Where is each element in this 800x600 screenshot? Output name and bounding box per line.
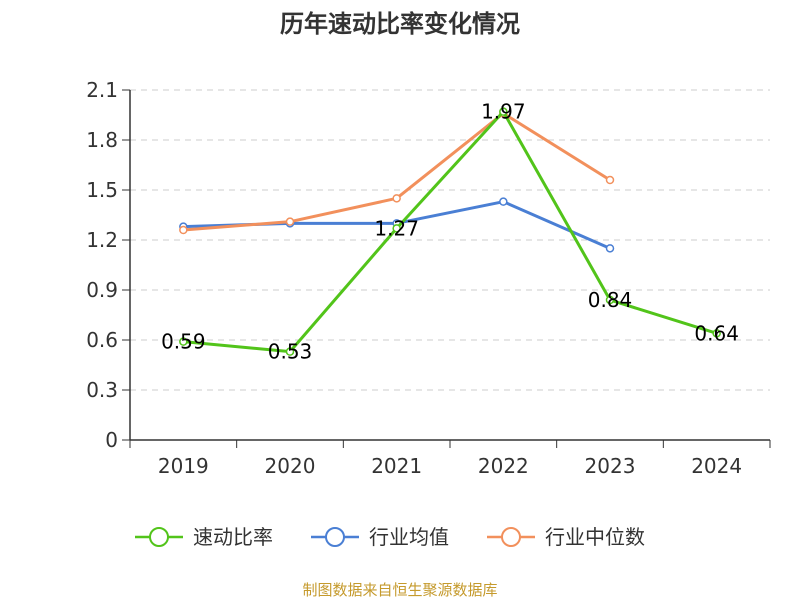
data-label: 0.53 xyxy=(268,340,313,364)
legend-item[interactable]: 行业均值 xyxy=(311,525,449,549)
data-label: 0.64 xyxy=(694,321,739,345)
data-point[interactable] xyxy=(499,197,508,206)
series-2 xyxy=(179,109,615,235)
data-label: 1.27 xyxy=(374,216,419,240)
series-layer xyxy=(179,107,721,356)
x-tick-label: 2019 xyxy=(158,454,209,478)
data-label: 1.97 xyxy=(481,100,526,124)
y-tick-label: 1.8 xyxy=(86,128,118,152)
data-point[interactable] xyxy=(499,107,508,116)
legend-marker xyxy=(501,527,521,547)
data-label: 0.59 xyxy=(161,330,206,354)
y-tick-label: 0.6 xyxy=(86,328,118,352)
data-point[interactable] xyxy=(712,329,721,338)
y-tick-label: 2.1 xyxy=(86,78,118,102)
y-tick-label: 0.3 xyxy=(86,378,118,402)
legend-marker xyxy=(325,527,345,547)
data-point[interactable] xyxy=(285,217,295,226)
source-note: 制图数据来自恒生聚源数据库 xyxy=(302,581,497,599)
data-point[interactable] xyxy=(605,244,615,253)
data-point[interactable] xyxy=(285,347,295,356)
legend[interactable]: 速动比率 行业均值 行业中位数 xyxy=(135,525,645,549)
y-tick-label: 0.9 xyxy=(86,278,118,302)
data-point[interactable] xyxy=(179,337,188,346)
x-tick-label: 2022 xyxy=(478,454,529,478)
data-point[interactable] xyxy=(605,295,615,305)
data-point[interactable] xyxy=(179,225,188,235)
x-tick-label: 2024 xyxy=(691,454,742,478)
legend-label: 行业中位数 xyxy=(545,525,645,549)
legend-item[interactable]: 行业中位数 xyxy=(487,525,645,549)
y-tick-label: 1.2 xyxy=(86,228,118,252)
legend-label: 行业均值 xyxy=(369,525,449,549)
data-label: 0.84 xyxy=(588,288,633,312)
y-tick-label: 1.5 xyxy=(86,178,118,202)
chart-title: 历年速动比率变化情况 xyxy=(280,10,520,38)
legend-label: 速动比率 xyxy=(193,525,273,549)
series-line xyxy=(183,111,611,232)
grid-lines xyxy=(130,89,770,391)
x-tick-label: 2020 xyxy=(265,454,316,478)
legend-item[interactable]: 速动比率 xyxy=(135,525,273,549)
data-point[interactable] xyxy=(392,224,401,233)
x-tick-label: 2023 xyxy=(585,454,636,478)
series-0 xyxy=(179,107,721,356)
legend-marker xyxy=(149,527,169,547)
data-point[interactable] xyxy=(605,175,615,185)
data-point[interactable] xyxy=(392,194,401,203)
y-tick-label: 0 xyxy=(105,428,118,452)
axes: 0 0.3 0.6 0.9 1.2 1.5 1.8 2.1 2019 2020 2021 2022 20… xyxy=(86,78,771,478)
data-labels: 0.59 0.53 1.27 1.97 0.84 0.64 xyxy=(161,100,739,364)
series-line xyxy=(183,110,718,354)
x-tick-label: 2021 xyxy=(371,454,422,478)
